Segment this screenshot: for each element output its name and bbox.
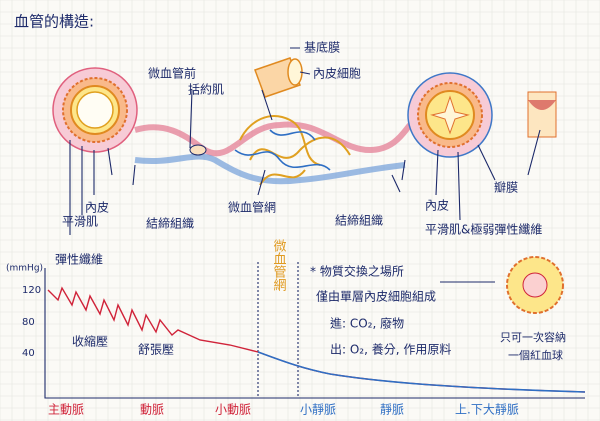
vessel-network-part [234,129,331,171]
red-cell-figure-part [522,272,548,298]
vessel-network-part [132,89,401,196]
note: 只可一次容納 [500,330,566,344]
capillary-tube-part [261,47,311,121]
annotation: 收縮壓 [72,334,108,349]
pressure-chart-part [44,268,585,399]
pressure-chart-part [257,351,586,393]
category-label: 小靜脈 [300,402,336,417]
vessel-network-part [134,153,406,185]
y-tick-label: 120 [22,285,41,296]
vessel-network [132,89,413,196]
label: 結締組織 [335,213,383,228]
label: 結締組織 [146,216,194,231]
label: 內皮 [425,199,449,213]
artery-section-part [69,140,113,235]
y-tick-label: 80 [22,317,35,328]
vein-section-part [527,129,541,176]
annotation: 微血管網 [271,238,287,291]
label: 瓣膜 [494,181,518,195]
vein-section-part [528,100,556,110]
category-label: 主動脈 [48,402,84,417]
capillary-tube [254,47,311,121]
label: 括約肌 [188,82,224,97]
vein-section [401,72,557,221]
note: 僅由單層內皮細胞組成 [316,290,436,304]
pressure-chart [44,262,586,399]
axis-unit: (mmHg) [6,264,43,274]
artery-section [52,67,138,235]
artery-section-part [76,91,114,129]
note: * 物質交換之場所 [310,264,404,279]
note: 出: O₂, 養分, 作用原料 [330,343,451,357]
capillary-tube-part [287,58,303,86]
label: 微血管前 [148,66,196,81]
vessel-network-part [134,121,413,157]
label: 彈性纖維 [55,253,103,267]
note: 一個紅血球 [508,348,563,362]
category-label: 靜脈 [380,402,404,417]
note: 進: CO₂, 廢物 [330,316,404,331]
vein-section-part [430,95,470,135]
label: 內皮 [85,201,109,215]
title: 血管的構造: [14,13,94,31]
label: 平滑肌 [62,215,98,229]
vessel-network-part [189,144,207,156]
y-tick-label: 40 [22,348,35,359]
label: 基底膜 [304,40,340,55]
label: 微血管網 [228,200,276,215]
category-label: 動脈 [140,402,164,417]
category-label: 上.下大靜脈 [455,402,519,417]
annotation: 舒張壓 [138,343,174,357]
vein-section-part [527,91,557,138]
category-label: 小動脈 [215,402,251,417]
vessel-network-part [239,115,351,186]
label: 內皮細胞 [313,67,361,81]
red-cell-figure [506,256,564,314]
vein-section-part [401,144,496,221]
label: 平滑肌&極弱彈性纖維 [425,222,542,237]
